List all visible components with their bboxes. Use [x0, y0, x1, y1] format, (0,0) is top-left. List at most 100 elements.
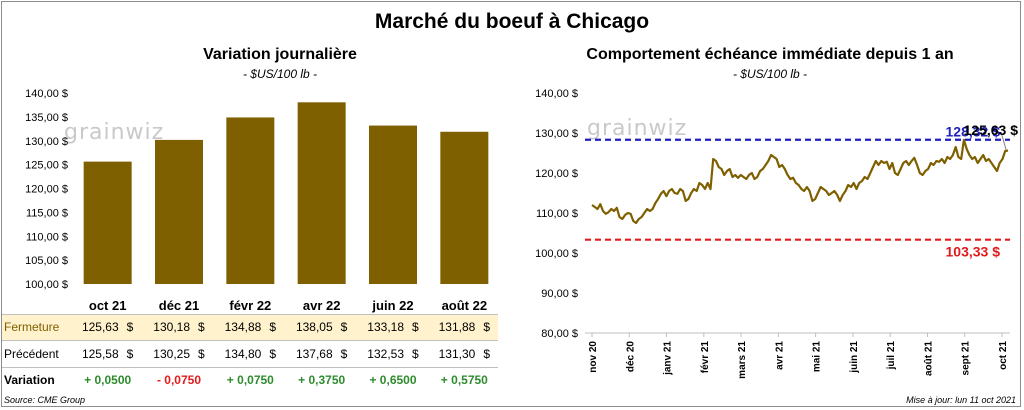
y-tick-label: 90,00 $ [541, 288, 578, 300]
cell-value: 131,88 [438, 320, 476, 334]
y-tick-label: 100,00 $ [535, 248, 578, 260]
x-tick-label: nov 20 [588, 341, 599, 373]
cell-unit: $ [126, 320, 134, 334]
cell-value: 125,63 [81, 320, 119, 334]
x-tick-label: avr 22 [303, 298, 341, 313]
left-chart-watermark: grainwiz [64, 120, 165, 145]
reference-label: 103,33 $ [946, 244, 1001, 260]
table-cell: 134,80 $ [210, 342, 290, 367]
cell-unit: $ [340, 347, 348, 361]
x-tick-label: août 21 [923, 341, 934, 376]
table-row-variation: Variation + 0,0500 - 0,0750 + 0,0750 + 0,37… [2, 368, 498, 393]
bar [83, 161, 132, 284]
y-tick-label: 130,00 $ [535, 128, 578, 140]
cell-unit: $ [412, 347, 419, 361]
y-tick-label: 140,00 $ [25, 88, 68, 100]
cell-value: 130,25 [153, 347, 190, 361]
table-cell: 131,30 $ [424, 342, 504, 367]
cell-unit: $ [483, 347, 491, 361]
left-chart-unit: - $US/100 lb - [242, 67, 318, 81]
cell-unit: $ [269, 320, 277, 334]
cell-value: 137,68 [295, 347, 333, 361]
table-cell: 138,05 $ [282, 315, 362, 340]
y-tick-label: 80,00 $ [541, 328, 578, 340]
cell-value: 134,88 [224, 320, 262, 334]
table-cell: 130,18 $ [139, 315, 219, 340]
right-chart-title: Comportement échéance immédiate depuis 1… [586, 46, 954, 63]
table-cell: 131,88 $ [424, 315, 504, 340]
cell-value: 132,53 [367, 347, 404, 361]
table-cell: 132,53 $ [353, 342, 433, 367]
bar [226, 117, 275, 284]
row-label: Fermeture [4, 320, 60, 334]
cell-value: + 0,5750 [440, 373, 488, 387]
y-tick-label: 140,00 $ [535, 88, 578, 100]
table-cell: 125,58 $ [68, 342, 148, 367]
cell-value: + 0,3750 [298, 373, 346, 387]
x-tick-label: déc 21 [159, 298, 199, 313]
right-chart-unit: - $US/100 lb - [732, 67, 808, 81]
y-tick-label: 130,00 $ [25, 136, 68, 148]
table-cell: - 0,0750 [139, 368, 219, 393]
x-tick-label: juin 22 [371, 298, 413, 313]
table-cell: 133,18 $ [353, 315, 433, 340]
table-cell: + 0,0750 [210, 368, 290, 393]
cell-value: 130,18 [153, 320, 190, 334]
table-row-fermeture: Fermeture 125,63 $130,18 $134,88 $138,05 $13… [2, 314, 498, 341]
table-cell: 130,25 $ [139, 342, 219, 367]
y-tick-label: 135,00 $ [25, 112, 68, 124]
cell-value: + 0,6500 [369, 373, 417, 387]
last-value-leader [1000, 131, 1007, 150]
bar [369, 125, 417, 285]
table-cell: 134,88 $ [210, 315, 290, 340]
series-line [591, 138, 1009, 225]
table-cell: + 0,0500 [68, 368, 148, 393]
right-chart-watermark: grainwiz [587, 116, 688, 141]
cell-unit: $ [198, 347, 205, 361]
cell-value: + 0,0500 [84, 373, 132, 387]
cell-unit: $ [340, 320, 348, 334]
y-tick-label: 110,00 $ [26, 231, 68, 243]
cell-unit: $ [483, 320, 491, 334]
source-text: Source: CME Group [4, 395, 86, 405]
table-cell: + 0,3750 [282, 368, 362, 393]
x-tick-label: janv 21 [663, 341, 674, 376]
cell-value: 133,18 [367, 320, 404, 334]
bar [440, 131, 489, 284]
row-label: Variation [4, 373, 55, 387]
table-cell: + 0,6500 [353, 368, 433, 393]
x-tick-label: avr 21 [774, 341, 785, 370]
reference-label: 128,32 $ [946, 124, 1001, 140]
cell-value: 138,05 [295, 320, 333, 334]
x-tick-label: août 22 [442, 298, 488, 313]
x-tick-label: févr 21 [700, 341, 711, 374]
x-tick-label: mars 21 [737, 341, 748, 379]
cell-unit: $ [126, 347, 134, 361]
page-title: Marché du boeuf à Chicago [374, 10, 650, 33]
bar-chart: 100,00 $ 105,00 $ 110,00 $ 115,00 $ 120,00 $… [25, 88, 489, 313]
y-tick-label: 120,00 $ [535, 168, 578, 180]
row-label: Précédent [4, 347, 59, 361]
y-tick-label: 105,00 $ [25, 255, 68, 267]
y-tick-label: 120,00 $ [25, 184, 68, 196]
cell-value: 125,58 [81, 347, 119, 361]
cell-value: 134,80 [224, 347, 262, 361]
y-tick-label: 110,00 $ [536, 208, 578, 220]
x-tick-label: déc 20 [625, 341, 636, 373]
y-tick-label: 115,00 $ [26, 207, 68, 219]
line-chart: 80,00 $ 90,00 $ 100,00 $ 110,00 $ 120,00 $ 13… [535, 88, 1019, 379]
x-tick-label: oct 21 [89, 298, 127, 313]
table-row-precedent: Précédent 125,58 $130,25 $134,80 $137,68 $13… [2, 342, 498, 368]
x-tick-label: juin 21 [849, 341, 860, 374]
cell-unit: $ [412, 320, 419, 334]
table-cell: 125,63 $ [68, 315, 148, 340]
cell-value: - 0,0750 [156, 373, 202, 387]
x-tick-label: oct 21 [998, 341, 1009, 370]
bar [297, 102, 346, 284]
cell-unit: $ [269, 347, 277, 361]
last-value-label: 125,63 $ [964, 122, 1019, 138]
y-tick-label: 100,00 $ [25, 279, 68, 291]
bar [155, 139, 203, 284]
x-tick-label: sept 21 [961, 341, 972, 376]
